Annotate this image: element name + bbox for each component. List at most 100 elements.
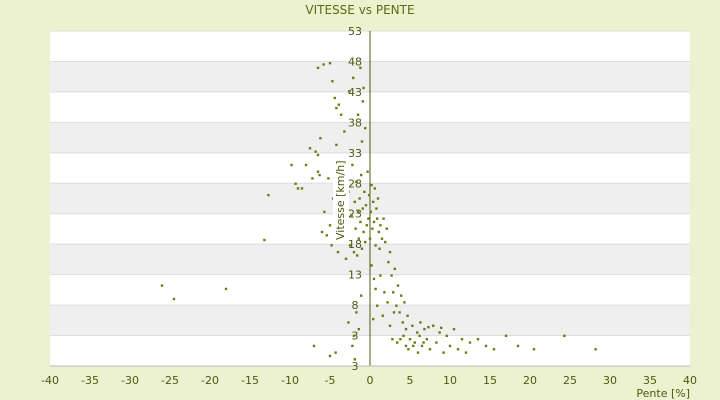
data-point — [422, 341, 425, 344]
data-point — [357, 327, 360, 331]
data-point — [381, 314, 384, 317]
data-point — [357, 237, 360, 240]
data-point — [323, 210, 326, 214]
data-point — [468, 341, 472, 344]
data-point — [290, 163, 293, 167]
data-point — [452, 327, 456, 331]
data-point — [172, 297, 176, 301]
data-point — [365, 224, 368, 227]
data-point — [386, 301, 389, 304]
data-point — [368, 237, 372, 240]
y-axis-label-background — [333, 158, 349, 244]
y-tick-label: 13 — [348, 269, 362, 282]
data-point — [331, 80, 334, 83]
data-point — [438, 331, 441, 334]
data-point — [319, 137, 322, 140]
y-tick-label: 53 — [348, 25, 362, 38]
x-tick-label: 20 — [523, 374, 537, 387]
data-point — [352, 76, 355, 80]
data-point — [354, 227, 357, 230]
data-point — [396, 341, 399, 344]
data-point — [224, 287, 228, 291]
data-point — [356, 254, 359, 257]
data-point — [392, 311, 396, 314]
data-point — [361, 207, 364, 210]
data-point — [294, 182, 297, 185]
data-point — [390, 274, 393, 277]
data-point — [373, 187, 376, 190]
data-point — [380, 237, 384, 240]
data-point — [416, 351, 420, 354]
data-point — [355, 311, 358, 314]
x-tick-label: -30 — [121, 374, 139, 387]
data-point — [404, 344, 408, 348]
data-point — [448, 344, 452, 348]
data-point — [396, 284, 400, 287]
y-tick-label: 3 — [352, 360, 359, 373]
x-tick-label: 10 — [443, 374, 457, 387]
data-point — [362, 230, 365, 234]
x-tick-label: -35 — [81, 374, 99, 387]
data-point — [360, 173, 363, 177]
data-point — [376, 304, 379, 307]
data-point — [372, 317, 375, 321]
data-point — [399, 338, 402, 341]
x-tick-label: 0 — [367, 374, 374, 387]
data-point — [403, 301, 406, 304]
x-axis-label: Pente [%] — [636, 387, 690, 400]
data-point — [370, 264, 373, 267]
data-point — [333, 96, 336, 100]
data-point — [375, 207, 378, 210]
data-point — [442, 351, 445, 354]
data-point — [376, 217, 379, 220]
data-point — [304, 163, 308, 167]
data-point — [314, 150, 317, 153]
data-point — [335, 143, 338, 147]
y-axis-label: Vitesse [km/h] — [334, 161, 347, 241]
data-point — [392, 291, 395, 294]
data-point — [263, 238, 266, 242]
data-point — [356, 210, 360, 214]
data-point — [383, 291, 386, 294]
data-point — [377, 230, 380, 234]
data-point — [347, 321, 350, 324]
data-point — [369, 210, 372, 214]
data-point — [322, 63, 325, 66]
data-point — [400, 294, 403, 297]
data-point — [464, 351, 468, 354]
y-tick-label: 8 — [352, 299, 359, 312]
data-point — [402, 334, 405, 338]
data-point — [563, 334, 566, 338]
data-point — [418, 334, 421, 338]
y-tick-label: 23 — [348, 208, 362, 221]
data-point — [404, 327, 408, 331]
data-point — [372, 277, 376, 281]
data-point — [532, 348, 536, 351]
data-point — [359, 66, 362, 70]
x-tick-label: 25 — [563, 374, 577, 387]
data-point — [296, 187, 300, 190]
data-point — [484, 344, 488, 348]
data-point — [420, 344, 424, 348]
data-point — [353, 358, 356, 361]
data-point — [368, 193, 371, 197]
data-point — [423, 327, 426, 331]
x-axis-ticks: -40 -35 -30 -25 -20 -15 -10 -5 0 5 10 15 20 25 30 35 40 — [41, 374, 697, 387]
data-point — [360, 247, 364, 250]
data-point — [362, 86, 365, 90]
data-point — [376, 197, 380, 200]
data-point — [516, 344, 520, 348]
data-point — [407, 348, 410, 351]
data-point — [352, 250, 356, 254]
data-point — [330, 244, 333, 247]
data-point — [328, 224, 332, 227]
data-point — [370, 183, 373, 187]
x-tick-label: 5 — [407, 374, 414, 387]
data-point — [316, 153, 320, 157]
data-point — [432, 324, 435, 327]
data-point — [428, 348, 432, 351]
x-tick-label: 15 — [483, 374, 497, 387]
data-point — [335, 106, 338, 110]
data-point — [364, 204, 368, 207]
data-point — [384, 240, 387, 244]
